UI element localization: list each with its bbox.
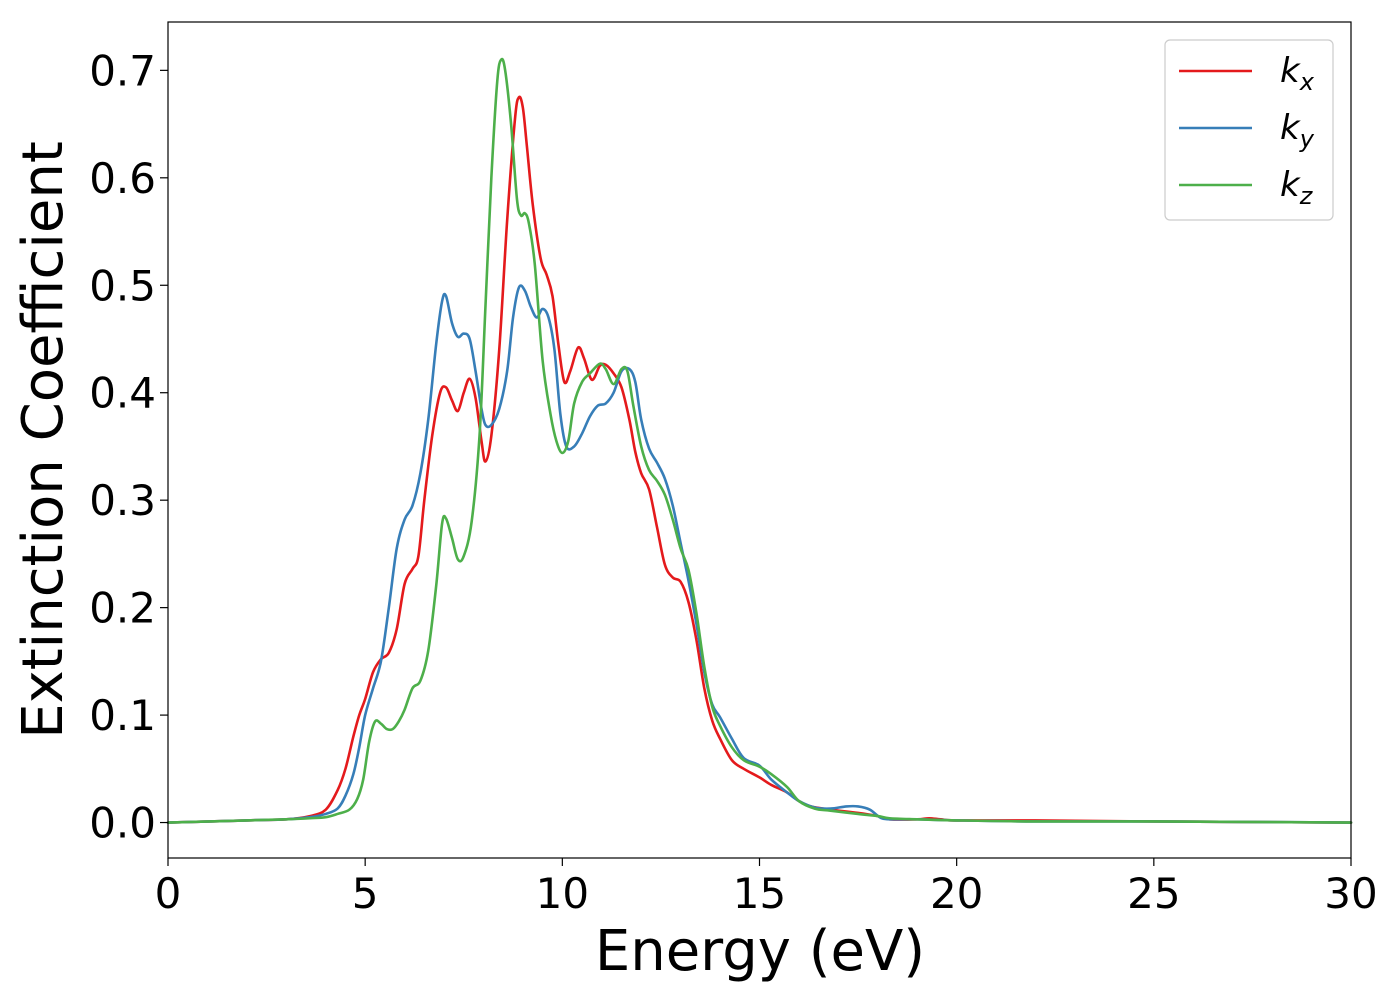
legend-label-base: k: [1280, 165, 1301, 205]
y-axis-label: Extinction Coefficient: [11, 141, 76, 739]
x-tick-label: 0: [155, 869, 182, 918]
legend-label-z: kz: [1280, 165, 1314, 210]
legend-label-y: ky: [1280, 108, 1315, 153]
y-tick-label: 0.0: [89, 799, 156, 848]
x-tick-label: 30: [1324, 869, 1377, 918]
y-axis-ticks: 0.0 0.1 0.2 0.3 0.4 0.5 0.6 0.7: [89, 46, 168, 848]
legend-label-subscript: y: [1299, 125, 1315, 153]
y-tick-label: 0.4: [89, 369, 156, 418]
y-tick-label: 0.3: [89, 476, 156, 525]
x-axis-label: Energy (eV): [595, 919, 925, 984]
x-tick-label: 15: [733, 869, 786, 918]
series-layer: [166, 57, 1353, 824]
legend-label-x: kx: [1280, 51, 1315, 96]
y-tick-label: 0.1: [89, 691, 156, 740]
x-tick-label: 20: [930, 869, 983, 918]
y-tick-label: 0.2: [89, 584, 156, 633]
legend-label-base: k: [1280, 51, 1301, 91]
x-axis-ticks: 0 5 10 15 20 25 30: [155, 858, 1378, 918]
x-tick-label: 10: [536, 869, 589, 918]
legend-box: [1164, 39, 1334, 221]
x-tick-label: 5: [352, 869, 379, 918]
series-line-z: [166, 57, 1353, 824]
legend-label-base: k: [1280, 108, 1301, 148]
y-tick-label: 0.6: [89, 154, 156, 203]
legend-label-subscript: x: [1299, 68, 1315, 96]
x-tick-label: 25: [1127, 869, 1180, 918]
y-tick-label: 0.7: [89, 46, 156, 95]
legend-label-subscript: z: [1299, 182, 1314, 210]
y-tick-label: 0.5: [89, 261, 156, 310]
